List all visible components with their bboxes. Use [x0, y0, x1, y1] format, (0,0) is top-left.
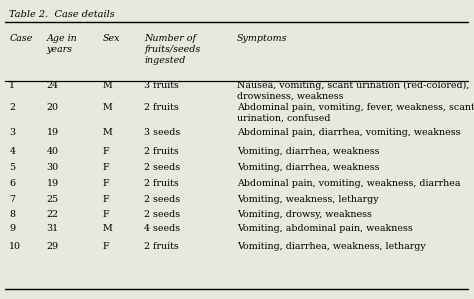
- Text: Abdominal pain, vomiting, weakness, diarrhea: Abdominal pain, vomiting, weakness, diar…: [237, 179, 461, 188]
- Text: 4 seeds: 4 seeds: [144, 224, 180, 233]
- Text: 9: 9: [9, 224, 16, 233]
- Text: 7: 7: [9, 195, 15, 204]
- Text: F: F: [102, 163, 109, 172]
- Text: 2 seeds: 2 seeds: [144, 195, 180, 204]
- Text: F: F: [102, 242, 109, 251]
- Text: 2 fruits: 2 fruits: [144, 179, 179, 188]
- Text: 4: 4: [9, 147, 15, 155]
- Text: 2 fruits: 2 fruits: [144, 147, 179, 155]
- Text: 3 fruits: 3 fruits: [144, 81, 179, 90]
- Text: M: M: [102, 224, 112, 233]
- Text: 2 seeds: 2 seeds: [144, 163, 180, 172]
- Text: 2 fruits: 2 fruits: [144, 242, 179, 251]
- Text: 25: 25: [46, 195, 59, 204]
- Text: 22: 22: [46, 210, 59, 219]
- Text: 3: 3: [9, 128, 16, 137]
- Text: F: F: [102, 179, 109, 188]
- Text: 2 seeds: 2 seeds: [144, 210, 180, 219]
- Text: F: F: [102, 210, 109, 219]
- Text: Number of
fruits/seeds
ingested: Number of fruits/seeds ingested: [144, 34, 201, 65]
- Text: Vomiting, weakness, lethargy: Vomiting, weakness, lethargy: [237, 195, 379, 204]
- Text: Case: Case: [9, 34, 33, 43]
- Text: 8: 8: [9, 210, 15, 219]
- Text: 5: 5: [9, 163, 16, 172]
- Text: 19: 19: [46, 179, 59, 188]
- Text: Vomiting, abdominal pain, weakness: Vomiting, abdominal pain, weakness: [237, 224, 413, 233]
- Text: Vomiting, drowsy, weakness: Vomiting, drowsy, weakness: [237, 210, 372, 219]
- Text: Table 2.  Case details: Table 2. Case details: [9, 10, 115, 19]
- Text: 31: 31: [46, 224, 59, 233]
- Text: M: M: [102, 128, 112, 137]
- Text: 1: 1: [9, 81, 15, 90]
- Text: Nausea, vomiting, scant urination (red-colored),
drowsiness, weakness: Nausea, vomiting, scant urination (red-c…: [237, 81, 469, 100]
- Text: M: M: [102, 81, 112, 90]
- Text: 2: 2: [9, 103, 15, 112]
- Text: Symptoms: Symptoms: [237, 34, 288, 43]
- Text: 3 seeds: 3 seeds: [144, 128, 180, 137]
- Text: 30: 30: [46, 163, 59, 172]
- Text: M: M: [102, 103, 112, 112]
- Text: F: F: [102, 147, 109, 155]
- Text: 24: 24: [46, 81, 59, 90]
- Text: Vomiting, diarrhea, weakness: Vomiting, diarrhea, weakness: [237, 147, 380, 155]
- Text: Vomiting, diarrhea, weakness, lethargy: Vomiting, diarrhea, weakness, lethargy: [237, 242, 426, 251]
- Text: 20: 20: [46, 103, 59, 112]
- Text: 40: 40: [46, 147, 59, 155]
- Text: Sex: Sex: [102, 34, 120, 43]
- Text: 10: 10: [9, 242, 21, 251]
- Text: 29: 29: [46, 242, 59, 251]
- Text: 6: 6: [9, 179, 16, 188]
- Text: 2 fruits: 2 fruits: [144, 103, 179, 112]
- Text: Age in
years: Age in years: [46, 34, 77, 54]
- Text: F: F: [102, 195, 109, 204]
- Text: 19: 19: [46, 128, 59, 137]
- Text: Abdominal pain, vomiting, fever, weakness, scant
urination, confused: Abdominal pain, vomiting, fever, weaknes…: [237, 103, 474, 122]
- Text: Vomiting, diarrhea, weakness: Vomiting, diarrhea, weakness: [237, 163, 380, 172]
- Text: Abdominal pain, diarrhea, vomiting, weakness: Abdominal pain, diarrhea, vomiting, weak…: [237, 128, 461, 137]
